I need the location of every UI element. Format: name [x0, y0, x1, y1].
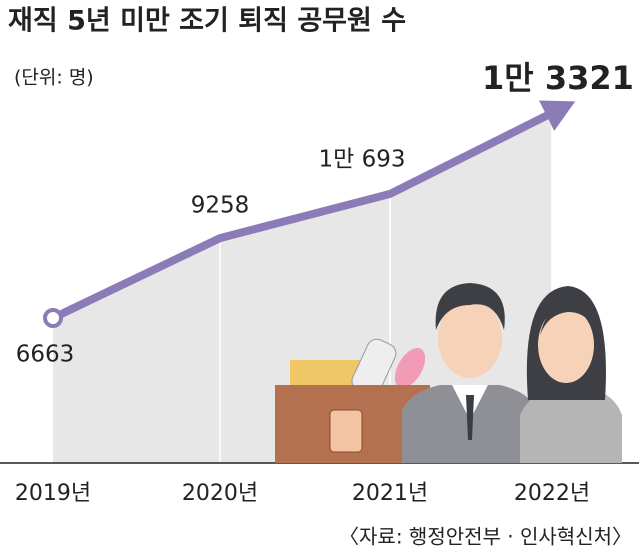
x-tick-label: 2022년	[514, 481, 590, 506]
line	[51, 109, 554, 322]
x-tick-label: 2021년	[352, 481, 428, 506]
woman-bangs	[540, 304, 595, 335]
value-label: 1만 693	[318, 147, 405, 173]
x-tick-label: 2019년	[15, 481, 91, 506]
tie	[466, 395, 474, 440]
man-face	[438, 298, 502, 378]
subtitle: (단위: 명)	[14, 67, 94, 89]
arrowhead	[539, 100, 576, 131]
point	[43, 308, 63, 328]
value-label: 9258	[191, 193, 250, 219]
source: 〈자료: 행정안전부 · 인사혁신처〉	[339, 525, 632, 549]
illustration	[275, 283, 622, 463]
chart-title: 재직 5년 미만 조기 퇴직 공무원 수	[8, 6, 406, 37]
x-tick-label: 2020년	[182, 481, 258, 506]
woman-suit	[520, 387, 622, 463]
item	[394, 348, 426, 388]
man-hair	[435, 283, 505, 330]
area	[53, 113, 552, 463]
value-label: 6663	[16, 342, 75, 368]
value-label: 1만 3321	[482, 59, 634, 97]
id-card	[329, 409, 363, 453]
woman-face	[538, 307, 594, 383]
labels: 6663 9258 1만 693 1만 3321 2019년 2020년 2021년 2022…	[15, 59, 634, 506]
